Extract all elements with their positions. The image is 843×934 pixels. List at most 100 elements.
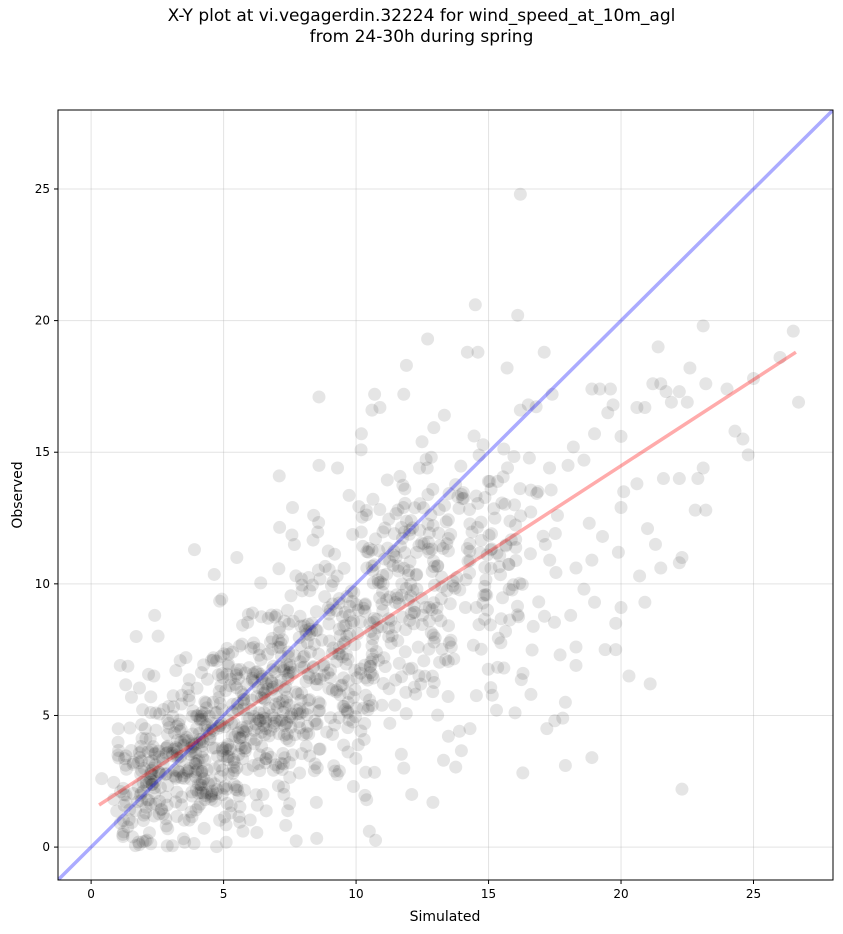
data-point: [342, 608, 356, 622]
data-point: [459, 573, 473, 587]
data-point: [141, 745, 155, 759]
data-point: [232, 731, 246, 745]
data-point: [305, 578, 319, 592]
data-point: [332, 596, 346, 610]
data-point: [294, 638, 308, 652]
data-point: [174, 722, 188, 736]
data-point: [153, 794, 167, 808]
data-point: [191, 777, 205, 791]
data-point: [165, 746, 179, 760]
data-point: [289, 569, 303, 583]
data-point: [617, 485, 631, 499]
data-point: [463, 722, 477, 736]
data-point: [444, 633, 458, 647]
data-point: [245, 693, 259, 707]
data-point: [132, 838, 146, 852]
data-point: [271, 761, 285, 775]
data-point: [384, 613, 398, 627]
data-point: [492, 560, 506, 574]
data-point: [426, 685, 440, 699]
data-point: [170, 809, 184, 823]
data-point: [276, 746, 290, 760]
data-point: [254, 576, 268, 590]
data-point: [672, 556, 686, 570]
data-point: [256, 711, 270, 725]
data-point: [310, 831, 324, 845]
data-point: [308, 672, 322, 686]
data-point: [173, 724, 187, 738]
data-point: [191, 763, 205, 777]
data-point: [169, 771, 183, 785]
data-point: [154, 803, 168, 817]
data-point: [404, 607, 418, 621]
data-point: [249, 733, 263, 747]
data-point: [305, 624, 319, 638]
data-point: [480, 603, 494, 617]
data-point: [311, 563, 325, 577]
data-point: [422, 600, 436, 614]
data-point: [172, 717, 186, 731]
data-point: [373, 400, 387, 414]
data-point: [393, 539, 407, 553]
data-point: [227, 716, 241, 730]
data-point: [257, 706, 271, 720]
data-point: [249, 665, 263, 679]
data-point: [561, 458, 575, 472]
data-point: [410, 545, 424, 559]
data-point: [675, 782, 689, 796]
data-point: [271, 633, 285, 647]
data-point: [380, 473, 394, 487]
data-point: [213, 696, 227, 710]
data-point: [370, 621, 384, 635]
data-point: [454, 459, 468, 473]
data-point: [144, 797, 158, 811]
data-point: [354, 615, 368, 629]
data-point: [585, 382, 599, 396]
data-point: [322, 617, 336, 631]
data-point: [696, 461, 710, 475]
data-point: [233, 815, 247, 829]
data-point: [329, 603, 343, 617]
data-point: [250, 826, 264, 840]
data-point: [487, 502, 501, 516]
data-point: [285, 711, 299, 725]
data-point: [471, 345, 485, 359]
data-point: [271, 640, 285, 654]
data-point: [230, 667, 244, 681]
data-point: [236, 618, 250, 632]
data-point: [335, 610, 349, 624]
data-point: [195, 765, 209, 779]
data-point: [360, 561, 374, 575]
data-point: [376, 568, 390, 582]
data-point: [396, 531, 410, 545]
data-point: [121, 820, 135, 834]
data-point: [609, 616, 623, 630]
data-point: [343, 627, 357, 641]
data-point: [267, 711, 281, 725]
data-point: [169, 664, 183, 678]
data-point: [265, 631, 279, 645]
data-point: [301, 667, 315, 681]
data-point: [234, 685, 248, 699]
data-point: [266, 680, 280, 694]
data-point: [238, 666, 252, 680]
data-point: [333, 688, 347, 702]
data-point: [210, 749, 224, 763]
data-point: [414, 677, 428, 691]
data-point: [215, 667, 229, 681]
data-point: [211, 668, 225, 682]
data-point: [230, 780, 244, 794]
data-point: [646, 377, 660, 391]
data-point: [278, 683, 292, 697]
data-point: [691, 472, 705, 486]
data-point: [260, 747, 274, 761]
data-point: [397, 525, 411, 539]
data-point: [412, 669, 426, 683]
data-point: [422, 642, 436, 656]
data-point: [136, 814, 150, 828]
data-point: [195, 709, 209, 723]
data-point: [458, 601, 472, 615]
data-point: [320, 725, 334, 739]
data-point: [521, 398, 535, 412]
data-point: [365, 668, 379, 682]
